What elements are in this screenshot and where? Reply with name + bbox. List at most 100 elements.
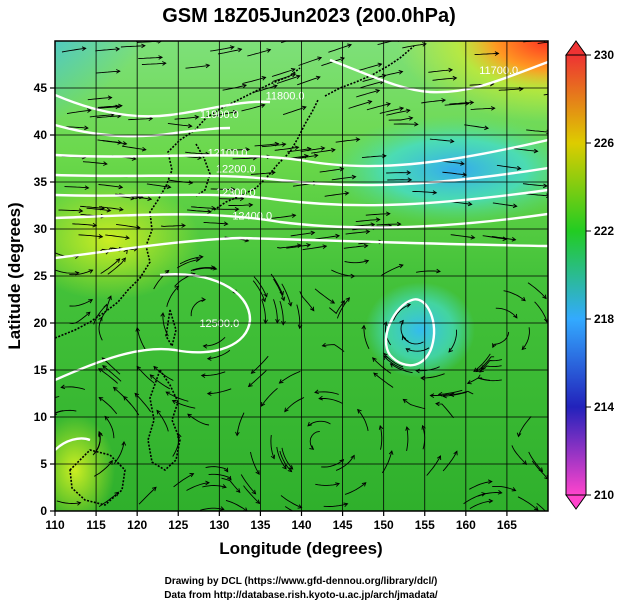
streamline-arrowhead <box>357 408 362 414</box>
streamline <box>348 100 372 109</box>
streamline-arrowhead <box>98 368 103 373</box>
streamline-arrowhead <box>396 221 402 227</box>
streamline <box>213 110 237 117</box>
colorbar-ticks: 210 214 218 222 226 230 <box>586 48 614 502</box>
x-tick-label: 135 <box>250 518 270 532</box>
streamline-arrowhead <box>398 263 404 269</box>
streamline-arrowhead <box>147 196 153 202</box>
streamline-arrowhead <box>60 384 66 390</box>
x-tick-label: 145 <box>333 518 353 532</box>
streamline-arrowhead <box>398 69 404 75</box>
streamline-arrowhead <box>115 104 121 110</box>
streamline <box>241 104 265 112</box>
streamline <box>492 331 510 348</box>
streamline-arrowhead <box>306 146 312 152</box>
streamline <box>383 352 404 368</box>
contour-label: 11800.0 <box>266 90 305 102</box>
streamline-arrowhead <box>318 395 323 401</box>
streamline-arrowhead <box>84 185 90 190</box>
streamline <box>298 57 322 66</box>
streamline-arrowhead <box>310 230 316 236</box>
streamline-arrowhead <box>469 100 475 105</box>
streamline-arrowhead <box>189 473 195 478</box>
streamline-arrowhead <box>375 217 381 222</box>
streamline-arrowhead <box>260 103 266 108</box>
streamline <box>69 269 93 276</box>
streamline-arrowhead <box>492 343 497 349</box>
coastline-asia <box>55 67 301 339</box>
credit-dcl: Drawing by DCL (https://www.gfd-dennou.o… <box>165 576 438 587</box>
streamline <box>236 412 245 436</box>
streamline <box>61 47 86 53</box>
height-contour-12100 <box>55 166 548 187</box>
streamline-arrowhead <box>512 203 518 209</box>
streamline <box>80 205 105 209</box>
streamline-arrowhead <box>470 235 476 240</box>
streamline <box>279 370 301 384</box>
streamline-arrowhead <box>207 209 212 214</box>
streamline-arrowhead <box>153 365 158 371</box>
streamline-arrowhead <box>198 254 204 260</box>
streamline-arrowhead <box>115 258 121 263</box>
streamline <box>331 176 356 181</box>
y-tick-label: 20 <box>34 316 48 330</box>
streamline <box>443 391 467 397</box>
streamline <box>403 399 426 410</box>
streamline <box>122 145 146 151</box>
streamline <box>100 258 120 274</box>
streamline <box>274 146 299 151</box>
streamline-arrowhead <box>402 398 408 404</box>
streamline-arrowhead <box>247 382 253 388</box>
streamline-arrowhead <box>248 202 254 208</box>
streamline <box>429 138 454 142</box>
streamline-arrowhead <box>219 506 225 511</box>
streamline <box>470 107 495 110</box>
streamline <box>498 88 523 91</box>
streamline <box>344 482 367 495</box>
streamline-arrowhead <box>367 100 373 105</box>
x-tick-label: 120 <box>127 518 147 532</box>
streamline <box>513 148 538 152</box>
streamline-arrowhead <box>160 312 165 317</box>
height-contour-12500-south <box>55 437 91 451</box>
streamline-arrowhead <box>363 243 369 249</box>
streamline-arrowhead <box>282 464 287 470</box>
streamline-arrowhead <box>118 103 123 109</box>
streamline <box>344 260 369 264</box>
streamline <box>282 106 307 116</box>
streamline-arrowhead <box>473 367 479 372</box>
coastline-korea <box>195 143 211 197</box>
streamline-arrowhead <box>339 166 345 172</box>
streamline-arrowhead <box>291 213 297 219</box>
x-tick-label: 160 <box>456 518 476 532</box>
height-contour-11700 <box>329 58 548 94</box>
streamline-arrowhead <box>516 432 522 438</box>
streamline-arrowhead <box>235 488 241 493</box>
streamline-arrowhead <box>386 102 392 107</box>
height-contour-11900 <box>55 123 231 138</box>
streamline-arrowhead <box>466 380 472 385</box>
streamline-arrowhead <box>347 43 352 48</box>
streamline-arrowhead <box>350 454 355 460</box>
streamline-arrowhead <box>490 106 496 111</box>
streamline-arrowhead <box>307 421 313 427</box>
streamline <box>254 143 279 147</box>
streamline-arrowhead <box>149 374 155 379</box>
streamline <box>161 225 186 227</box>
streamline-arrowhead <box>156 409 161 415</box>
streamline-arrowhead <box>115 46 121 52</box>
streamline-arrowhead <box>309 445 315 450</box>
streamline <box>280 495 302 509</box>
streamline-arrowhead <box>320 146 326 151</box>
streamline-arrowhead <box>309 306 315 312</box>
streamline-arrowhead <box>112 386 118 392</box>
y-tick-label: 30 <box>34 222 48 236</box>
streamline-arrowhead <box>107 295 112 301</box>
streamline <box>430 393 455 396</box>
streamline-arrowhead <box>453 450 458 456</box>
streamline <box>242 76 266 84</box>
streamline <box>273 299 278 323</box>
y-tick-label: 25 <box>34 269 48 283</box>
streamline-arrowhead <box>194 114 200 120</box>
